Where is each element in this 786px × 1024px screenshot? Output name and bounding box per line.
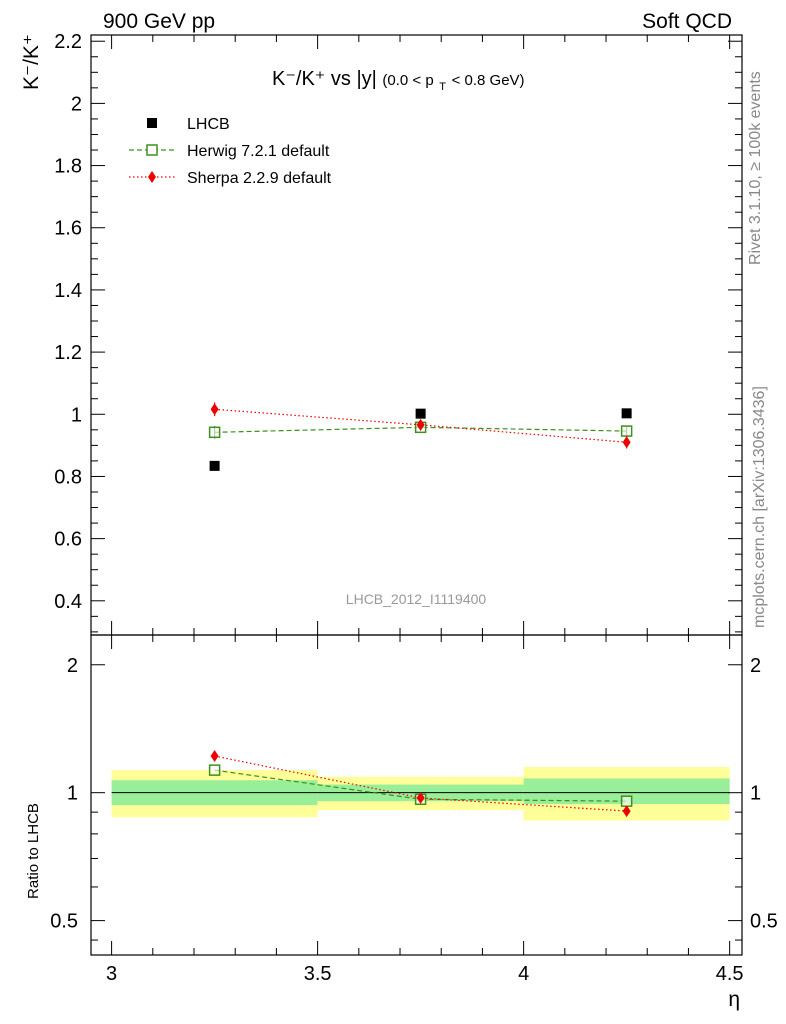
legend-marker-sherpa xyxy=(148,171,156,183)
y-tick-label: 1 xyxy=(71,404,82,426)
mcplots-label: mcplots.cern.ch [arXiv:1306.3436] xyxy=(751,386,768,628)
ratio-y-tick-label-right: 2 xyxy=(750,655,761,677)
header-left: 900 GeV pp xyxy=(103,10,215,33)
sherpa-point xyxy=(622,436,631,449)
y-axis-label-main: K⁻/K⁺ xyxy=(20,34,43,90)
ratio-y-tick-label: 1 xyxy=(67,783,78,805)
y-tick-label: 2 xyxy=(71,93,82,115)
sherpa-point xyxy=(416,418,425,431)
ratio-y-tick-label: 0.5 xyxy=(50,911,78,933)
legend-label-herwig: Herwig 7.2.1 default xyxy=(187,143,330,160)
lhcb-point xyxy=(415,408,426,419)
ratio-y-tick-label: 2 xyxy=(67,655,78,677)
x-tick-label: 4.5 xyxy=(716,963,744,985)
axis-ticks: 3 3.5 4 4.5 0.4 0.6 0.8 1 1.2 1.4 1.6 1.8 2 2.2 0.5 0.5… xyxy=(50,31,778,985)
title-cut-sub: T xyxy=(439,81,446,93)
lhcb-point xyxy=(621,408,632,419)
ratio-plot-frame xyxy=(90,634,743,956)
title-cut-open: (0.0 < p xyxy=(382,72,433,89)
x-tick-label: 3 xyxy=(106,963,117,985)
header-right: Soft QCD xyxy=(642,10,732,33)
axes-frames xyxy=(90,34,743,956)
chart-title: K⁻/K⁺ vs |y| (0.0 < p T < 0.8 GeV) xyxy=(272,68,525,95)
y-tick-label: 1.8 xyxy=(54,156,82,178)
y-tick-label: 1.2 xyxy=(54,342,82,364)
legend: LHCB Herwig 7.2.1 default Sherpa 2.2.9 d… xyxy=(129,116,332,187)
sherpa-point xyxy=(210,403,219,416)
legend-marker-lhcb xyxy=(147,118,157,128)
y-tick-label: 2.2 xyxy=(54,31,82,53)
y-tick-label: 0.4 xyxy=(54,591,82,613)
y-axis-label-ratio: Ratio to LHCB xyxy=(25,803,42,899)
rivet-label: Rivet 3.1.10, ≥ 100k events xyxy=(747,71,764,265)
herwig-point xyxy=(620,425,633,437)
watermark: LHCB_2012_I1119400 xyxy=(346,591,487,607)
title-cut-close: < 0.8 GeV) xyxy=(452,72,525,89)
legend-item-herwig: Herwig 7.2.1 default xyxy=(129,143,330,160)
lhcb-point xyxy=(209,460,220,471)
ratio-herwig-point xyxy=(208,764,221,776)
data-series xyxy=(208,402,633,818)
title-main: K⁻/K⁺ vs |y| xyxy=(272,68,377,90)
herwig-line xyxy=(214,426,627,433)
sherpa-line xyxy=(214,408,627,443)
x-tick-label: 4 xyxy=(518,963,529,985)
legend-item-lhcb: LHCB xyxy=(147,116,230,133)
y-tick-label: 1.6 xyxy=(54,218,82,240)
legend-label-lhcb: LHCB xyxy=(187,116,230,133)
y-tick-label: 0.6 xyxy=(54,529,82,551)
ratio-y-tick-label-right: 1 xyxy=(750,783,761,805)
x-tick-label: 3.5 xyxy=(304,963,332,985)
herwig-point xyxy=(208,426,221,439)
ratio-sherpa-point xyxy=(416,791,425,804)
ratio-y-tick-label-right: 0.5 xyxy=(750,911,778,933)
ratio-herwig-point xyxy=(620,795,633,807)
legend-label-sherpa: Sherpa 2.2.9 default xyxy=(187,170,332,187)
legend-marker-herwig xyxy=(146,144,158,156)
y-tick-label: 1.4 xyxy=(54,280,82,302)
legend-item-sherpa: Sherpa 2.2.9 default xyxy=(129,170,332,187)
ratio-sherpa-point xyxy=(210,749,219,762)
ratio-sherpa-point xyxy=(622,805,631,818)
y-tick-label: 0.8 xyxy=(54,466,82,488)
x-axis-label: η xyxy=(728,988,740,1011)
